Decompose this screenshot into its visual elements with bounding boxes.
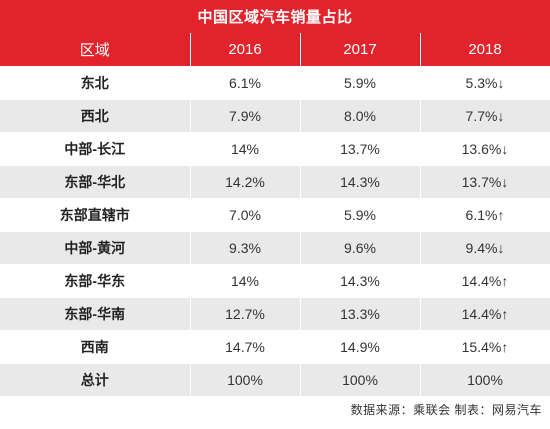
column-header-2018: 2018 (420, 33, 550, 67)
region-cell: 西南 (0, 330, 191, 364)
table-row: 西北 7.9% 8.0% 7.7%↓ (0, 99, 550, 133)
table-body: 东北 6.1% 5.9% 5.3%↓ 西北 7.9% 8.0% 7.7%↓ 中部… (0, 66, 550, 397)
table-row: 中部-长江 14% 13.7% 13.6%↓ (0, 132, 550, 166)
value-2018-cell: 5.3%↓ (420, 66, 550, 100)
value-2017-cell: 13.7% (300, 132, 421, 166)
value-2016-cell: 14.7% (190, 330, 301, 364)
table-row-total: 总计 100% 100% 100% (0, 363, 550, 397)
value-2017-cell: 5.9% (300, 198, 421, 232)
value-2018-cell: 7.7%↓ (420, 99, 550, 133)
table-row: 东北 6.1% 5.9% 5.3%↓ (0, 66, 550, 100)
value-2018-cell: 15.4%↑ (420, 330, 550, 364)
region-cell: 中部-长江 (0, 132, 191, 166)
column-header-region: 区域 (0, 33, 191, 67)
region-cell: 东部直辖市 (0, 198, 191, 232)
region-cell: 东部-华北 (0, 165, 191, 199)
value-2018-cell: 9.4%↓ (420, 231, 550, 265)
table-row: 东部-华北 14.2% 14.3% 13.7%↓ (0, 165, 550, 199)
value-2016-cell: 6.1% (190, 66, 301, 100)
table-row: 东部-华东 14% 14.3% 14.4%↑ (0, 264, 550, 298)
value-2016-cell: 100% (190, 363, 301, 397)
value-2017-cell: 8.0% (300, 99, 421, 133)
value-2018-cell: 14.4%↑ (420, 297, 550, 331)
table-row: 西南 14.7% 14.9% 15.4%↑ (0, 330, 550, 364)
value-2017-cell: 9.6% (300, 231, 421, 265)
value-2016-cell: 12.7% (190, 297, 301, 331)
table-row: 东部-华南 12.7% 13.3% 14.4%↑ (0, 297, 550, 331)
region-cell: 中部-黄河 (0, 231, 191, 265)
value-2016-cell: 7.0% (190, 198, 301, 232)
value-2016-cell: 14% (190, 132, 301, 166)
region-cell: 东北 (0, 66, 191, 100)
value-2016-cell: 14% (190, 264, 301, 298)
value-2018-cell: 13.6%↓ (420, 132, 550, 166)
value-2017-cell: 5.9% (300, 66, 421, 100)
column-header-2017: 2017 (300, 33, 421, 67)
table-row: 中部-黄河 9.3% 9.6% 9.4%↓ (0, 231, 550, 265)
region-cell: 东部-华南 (0, 297, 191, 331)
value-2016-cell: 7.9% (190, 99, 301, 133)
table-row: 东部直辖市 7.0% 5.9% 6.1%↑ (0, 198, 550, 232)
value-2018-cell: 6.1%↑ (420, 198, 550, 232)
value-2016-cell: 14.2% (190, 165, 301, 199)
column-header-2016: 2016 (190, 33, 301, 67)
value-2017-cell: 14.3% (300, 165, 421, 199)
region-cell: 总计 (0, 363, 191, 397)
value-2018-cell: 14.4%↑ (420, 264, 550, 298)
value-2017-cell: 13.3% (300, 297, 421, 331)
region-cell: 东部-华东 (0, 264, 191, 298)
value-2018-cell: 100% (420, 363, 550, 397)
source-credit: 数据来源：乘联会 制表：网易汽车 (350, 403, 542, 417)
value-2017-cell: 100% (300, 363, 421, 397)
value-2017-cell: 14.9% (300, 330, 421, 364)
value-2018-cell: 13.7%↓ (420, 165, 550, 199)
sales-share-table: 区域 2016 2017 2018 东北 6.1% 5.9% 5.3%↓ 西北 … (0, 33, 550, 397)
value-2017-cell: 14.3% (300, 264, 421, 298)
header-row: 区域 2016 2017 2018 (0, 33, 550, 67)
value-2016-cell: 9.3% (190, 231, 301, 265)
region-cell: 西北 (0, 99, 191, 133)
table-title: 中国区域汽车销量占比 (0, 0, 550, 33)
